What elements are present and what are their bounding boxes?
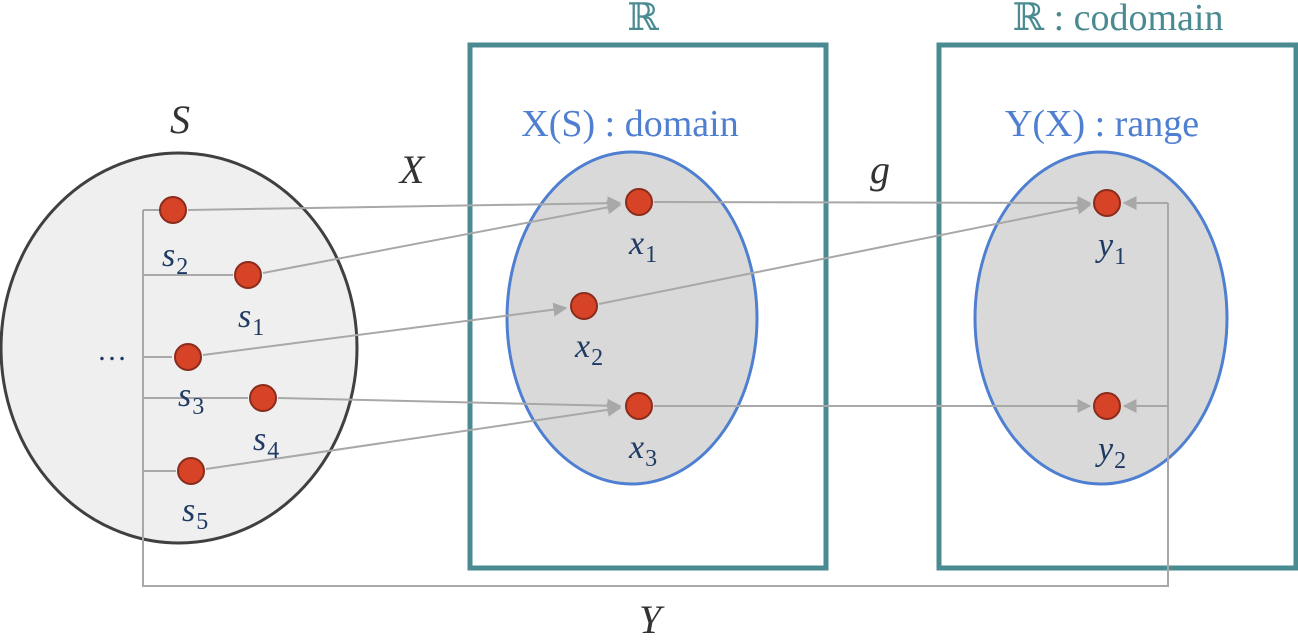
x-arrow-s2-x1: [187, 196, 622, 211]
g-arrow-x1-y1: [653, 195, 1092, 210]
point-x2: [570, 292, 598, 320]
label-s2: s2: [162, 237, 188, 280]
point-s4: [249, 384, 277, 412]
x-arrow-s4-x3: [277, 397, 622, 413]
point-y1: [1093, 189, 1121, 217]
point-s5: [177, 457, 205, 485]
map-g-label: g: [870, 147, 890, 192]
real-line-title: ℝ: [627, 0, 659, 39]
map-Y-label: Y: [639, 597, 665, 642]
domain-ellipse: [505, 150, 759, 486]
x-arrow-s1-x1: [262, 200, 622, 274]
x-arrow-s5-x3: [205, 402, 622, 470]
map-X-label: X: [398, 147, 426, 192]
label-x3: x3: [628, 429, 657, 472]
label-y2: y2: [1095, 431, 1126, 474]
codomain-box: [936, 42, 1298, 571]
codomain-title: ℝ : codomain: [1013, 0, 1224, 39]
g-arrow-x2-y1: [598, 200, 1092, 305]
label-s4: s4: [253, 421, 279, 464]
point-x1: [625, 188, 653, 216]
label-s5: s5: [182, 492, 208, 535]
label-s1: s1: [238, 298, 264, 341]
point-x3: [625, 392, 653, 420]
x-arrow-s3-x2: [202, 302, 568, 356]
more-outcomes-ellipsis: …: [97, 334, 127, 367]
point-s2: [159, 196, 187, 224]
real-line-box: [467, 42, 829, 571]
domain-label: X(S) : domain: [521, 103, 738, 145]
label-s3: s3: [178, 377, 204, 420]
sample-space-label: S: [170, 97, 190, 142]
point-y2: [1093, 392, 1121, 420]
point-s1: [234, 261, 262, 289]
point-s3: [174, 343, 202, 371]
range-label: Y(X) : range: [1005, 103, 1199, 145]
label-x2: x2: [574, 328, 603, 371]
label-y1: y1: [1095, 227, 1126, 270]
range-ellipse: [973, 150, 1229, 486]
label-x1: x1: [628, 225, 657, 268]
